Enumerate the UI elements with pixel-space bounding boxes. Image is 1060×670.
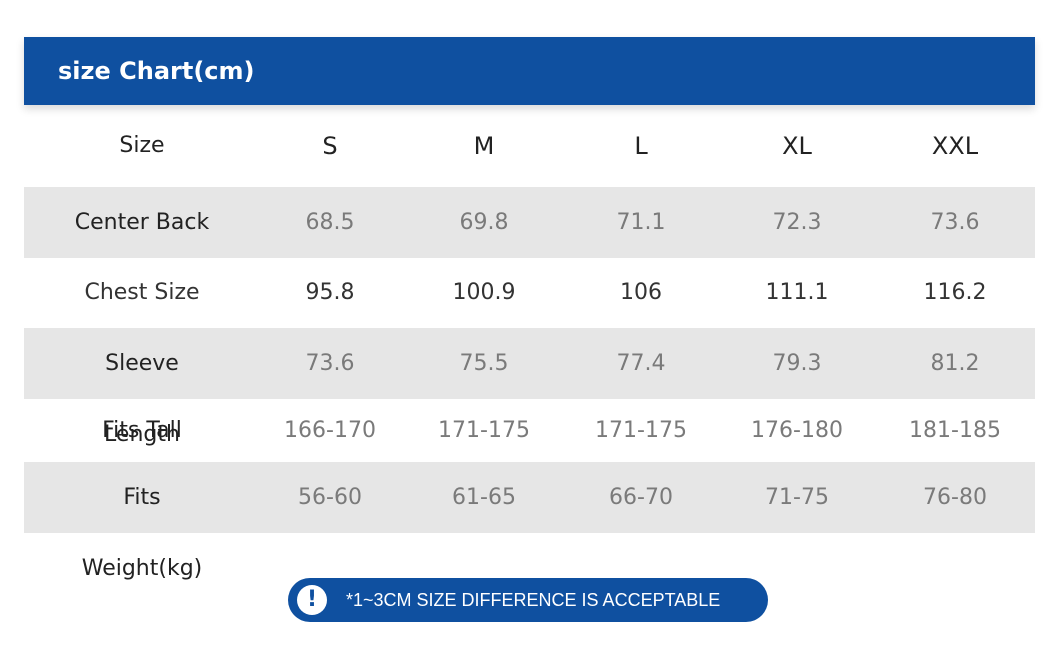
cell-value: 79.3 [772, 351, 822, 376]
row-label: Fits Tall [102, 418, 182, 443]
table-row: Fits Weight(kg) 56-60 61-65 66-70 71-75 76-80 [24, 462, 1035, 581]
table-row: Sleeve Length 73.6 75.5 77.4 79.3 81.2 [24, 328, 1035, 447]
row-label: Center Back [74, 210, 210, 235]
cell-value: S [322, 132, 338, 160]
table-row: Chest Size 95.8 100.9 106 111.1 116.2 [24, 258, 1035, 328]
cell-value: 95.8 [305, 280, 355, 305]
note-text: *1~3CM SIZE DIFFERENCE IS ACCEPTABLE [346, 590, 721, 610]
cell-value: XL [782, 132, 812, 160]
cell-value: 68.5 [305, 210, 355, 235]
note-pill: ! *1~3CM SIZE DIFFERENCE IS ACCEPTABLE [288, 578, 768, 622]
cell-value: 71.1 [616, 210, 666, 235]
cell-value: 73.6 [930, 210, 980, 235]
row-label: Fits Weight(kg) [81, 485, 203, 581]
cell-value: 171-175 [438, 418, 530, 443]
table-row: Fits Tall 166-170 171-175 171-175 176-180 181… [24, 399, 1035, 462]
row-label: Chest Size [84, 280, 200, 305]
cell-value: M [473, 132, 495, 160]
cell-value: 69.8 [459, 210, 509, 235]
cell-value: 166-170 [284, 418, 376, 443]
cell-value: 171-175 [595, 418, 687, 443]
cell-value: 181-185 [909, 418, 1001, 443]
cell-value: 71-75 [765, 485, 829, 510]
cell-value: 75.5 [459, 351, 509, 376]
cell-value: 76-80 [923, 485, 987, 510]
size-table: Size S M L XL XXL Center Back 68.5 69.8 71.1 72.3 7… [24, 105, 1035, 581]
cell-value: L [634, 132, 648, 160]
cell-value: 61-65 [452, 485, 516, 510]
row-label: Size [119, 133, 165, 158]
cell-value: 100.9 [452, 280, 516, 305]
cell-value: 111.1 [765, 280, 829, 305]
cell-value: 116.2 [923, 280, 987, 305]
cell-value: 81.2 [930, 351, 980, 376]
cell-value: 77.4 [616, 351, 666, 376]
alert-icon: ! [297, 585, 327, 615]
cell-value: 66-70 [609, 485, 673, 510]
cell-value: 73.6 [305, 351, 355, 376]
table-row: Center Back 68.5 69.8 71.1 72.3 73.6 [24, 187, 1035, 258]
cell-value: 72.3 [772, 210, 822, 235]
title: size Chart(cm) [58, 57, 255, 85]
banner: size Chart(cm) [24, 37, 1035, 105]
row-label: Sleeve Length [104, 351, 180, 447]
cell-value: 176-180 [751, 418, 843, 443]
table-row: Size S M L XL XXL [24, 105, 1035, 187]
cell-value: 106 [620, 280, 662, 305]
cell-value: XXL [931, 132, 979, 160]
cell-value: 56-60 [298, 485, 362, 510]
